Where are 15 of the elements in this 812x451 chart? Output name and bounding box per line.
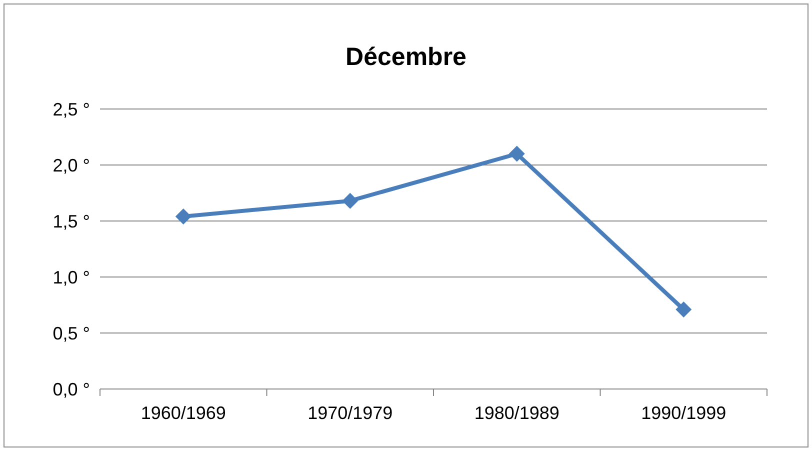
chart-title: Décembre [346, 43, 467, 71]
y-tick-label: 2,5 ° [52, 99, 90, 120]
x-tick-label: 1990/1999 [641, 403, 726, 423]
y-tick-label: 0,0 ° [52, 379, 90, 400]
point [508, 146, 525, 162]
y-tick-label: 2,0 ° [52, 155, 90, 176]
y-tick-label: 1,5 ° [52, 211, 90, 232]
point [342, 192, 358, 209]
x-tick-label: 1960/1969 [140, 403, 226, 423]
point [676, 301, 692, 318]
y-tick-label: 0,5 ° [52, 323, 90, 344]
x-tick-label: 1970/1979 [308, 403, 393, 423]
x-tick-label: 1980/1989 [474, 403, 560, 423]
y-tick-label: 1,0 ° [52, 267, 90, 288]
point [175, 208, 192, 225]
